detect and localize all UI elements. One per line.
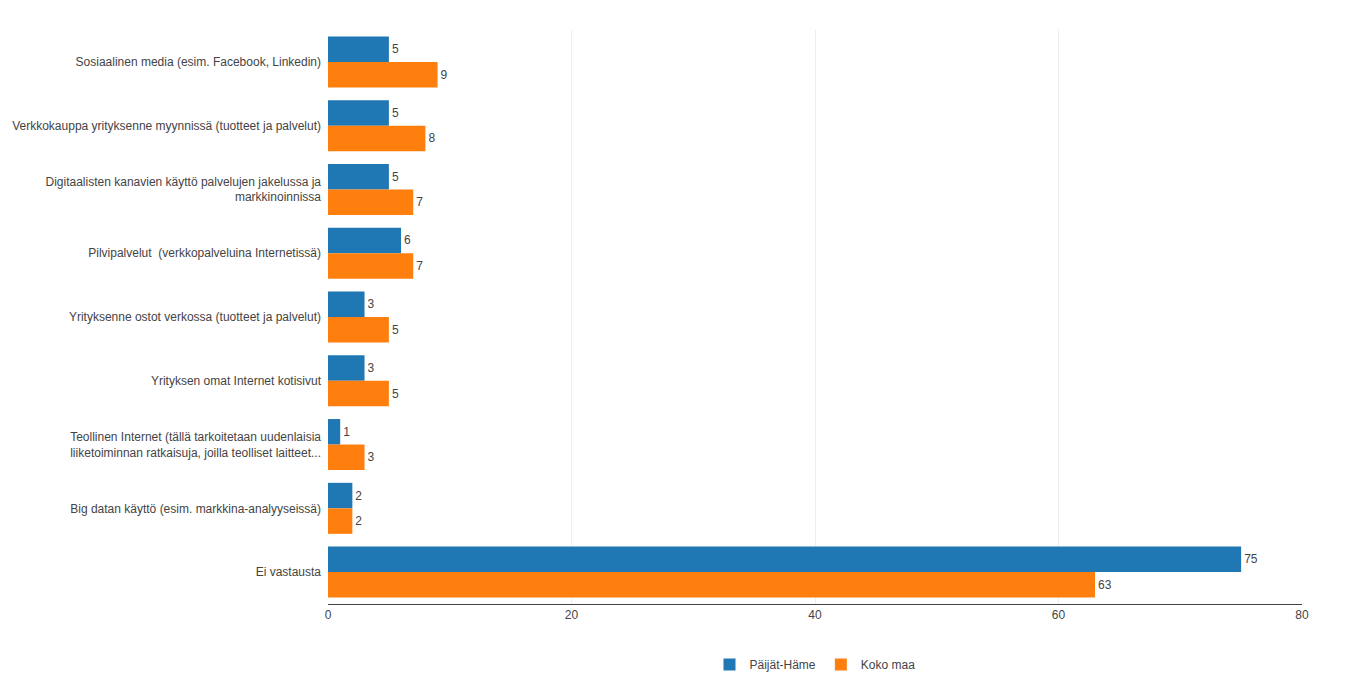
svg-text:75: 75 [1244, 552, 1258, 566]
svg-text:3: 3 [368, 361, 375, 375]
svg-text:63: 63 [1098, 578, 1112, 592]
svg-text:9: 9 [441, 68, 448, 82]
svg-text:Koko maa: Koko maa [861, 658, 915, 672]
svg-text:5: 5 [392, 387, 399, 401]
svg-text:Ei vastausta: Ei vastausta [256, 565, 322, 579]
svg-text:7: 7 [416, 259, 423, 273]
svg-text:Digitaalisten kanavien käyttö: Digitaalisten kanavien käyttö palvelujen… [46, 175, 322, 205]
svg-text:Päijät-Häme: Päijät-Häme [750, 658, 816, 672]
svg-text:5: 5 [392, 323, 399, 337]
svg-text:Big datan käyttö (esim. markki: Big datan käyttö (esim. markkina-analyys… [70, 502, 321, 516]
svg-text:20: 20 [565, 608, 579, 622]
svg-text:Verkkokauppa yrityksenne myynn: Verkkokauppa yrityksenne myynnissä (tuot… [12, 119, 321, 133]
svg-text:2: 2 [355, 514, 362, 528]
svg-text:1: 1 [343, 425, 350, 439]
svg-text:80: 80 [1295, 608, 1309, 622]
svg-text:Yrityksen omat Internet kotisi: Yrityksen omat Internet kotisivut [151, 374, 322, 388]
svg-text:2: 2 [355, 489, 362, 503]
svg-text:5: 5 [392, 42, 399, 56]
svg-text:Yrityksenne ostot verkossa (tu: Yrityksenne ostot verkossa (tuotteet ja … [69, 310, 321, 324]
svg-text:Teollinen Internet (tällä tark: Teollinen Internet (tällä tarkoitetaan u… [70, 430, 321, 460]
svg-text:Sosiaalinen media (esim. Faceb: Sosiaalinen media (esim. Facebook, Linke… [76, 55, 321, 69]
svg-text:60: 60 [1052, 608, 1066, 622]
svg-text:Pilvipalvelut (verkkopalvelui: Pilvipalvelut (verkkopalveluina Internet… [88, 246, 321, 260]
svg-text:7: 7 [416, 195, 423, 209]
svg-text:3: 3 [368, 450, 375, 464]
svg-text:8: 8 [428, 131, 435, 145]
svg-text:6: 6 [404, 233, 411, 247]
svg-text:3: 3 [368, 297, 375, 311]
svg-text:5: 5 [392, 106, 399, 120]
svg-text:0: 0 [325, 608, 332, 622]
svg-text:5: 5 [392, 170, 399, 184]
svg-text:40: 40 [808, 608, 822, 622]
